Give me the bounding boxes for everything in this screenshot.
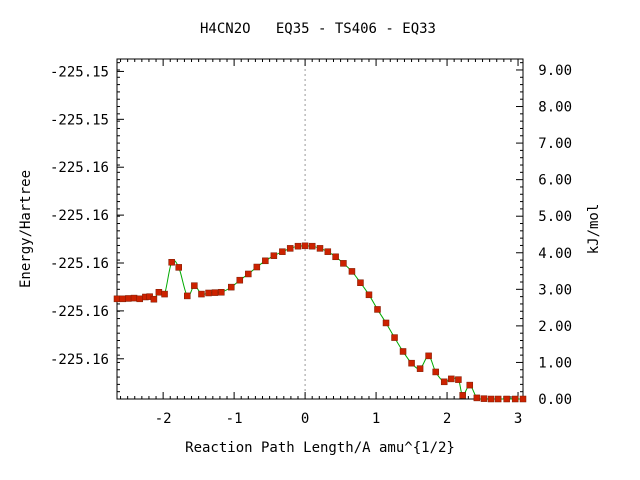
data-point [168, 259, 175, 266]
data-point [301, 242, 309, 250]
data-point [348, 268, 356, 275]
data-point [150, 295, 158, 303]
data-point [175, 264, 183, 271]
data-point [440, 378, 448, 386]
x-tick-label: -1 [226, 411, 243, 427]
data-point [191, 282, 198, 289]
data-point [511, 395, 519, 403]
y-left-tick-label: -225.16 [50, 352, 109, 368]
x-tick-label: 0 [301, 411, 309, 427]
y-right-tick-label: 4.00 [538, 246, 572, 262]
data-point [228, 283, 235, 291]
data-point [374, 306, 381, 313]
tick-layer [117, 59, 523, 400]
data-point [136, 295, 143, 303]
data-point [130, 294, 138, 302]
data-point [270, 252, 278, 259]
data-point [408, 359, 415, 367]
data-point [324, 248, 332, 255]
y-right-tick-label: 1.00 [538, 355, 572, 371]
data-point [519, 395, 527, 403]
data-point [480, 395, 488, 402]
plot-frame [116, 58, 524, 400]
data-point [205, 289, 212, 297]
y-left-tick-label: -225.16 [50, 160, 109, 176]
data-point [487, 395, 495, 403]
data-point [279, 248, 286, 255]
data-point [119, 295, 126, 303]
data-point [503, 395, 510, 403]
point-layer [113, 242, 527, 403]
data-point [308, 242, 316, 250]
data-point [155, 288, 163, 296]
data-point [432, 368, 439, 376]
y-left-tick-label: -225.16 [50, 256, 109, 272]
data-point [262, 257, 269, 265]
chart-title: H4CN2O EQ35 - TS406 - EQ33 [200, 21, 436, 37]
data-point [211, 289, 219, 296]
data-point [332, 253, 339, 261]
y-right-tick-label: 5.00 [538, 209, 572, 225]
x-tick-label: 2 [443, 411, 451, 427]
y-right-tick-label: 3.00 [538, 282, 572, 298]
data-point [494, 395, 502, 403]
y-left-tick-label: -225.16 [50, 208, 109, 224]
data-point [218, 288, 225, 296]
data-point [382, 319, 390, 327]
data-point [198, 290, 205, 298]
y-left-tick-label: -225.16 [50, 304, 109, 320]
y-right-tick-label: 2.00 [538, 319, 572, 335]
data-point [236, 276, 244, 284]
data-point [416, 365, 424, 372]
y-right-tick-label: 8.00 [538, 100, 572, 116]
data-point [184, 292, 191, 300]
data-point [294, 242, 302, 250]
data-point [286, 245, 294, 252]
data-point [399, 348, 407, 355]
y-left-tick-label: -225.15 [50, 112, 109, 128]
y-left-tick-label: -225.15 [50, 64, 109, 80]
data-point [125, 295, 132, 302]
x-tick-label: 1 [372, 411, 380, 427]
y-axis-label-left: Energy/Hartree [18, 170, 34, 288]
y-right-tick-label: 9.00 [538, 63, 572, 79]
data-point [340, 260, 347, 267]
data-point [391, 334, 398, 341]
data-point [245, 270, 252, 278]
x-tick-label: 3 [514, 411, 522, 427]
data-point [316, 245, 324, 252]
data-point [253, 263, 261, 271]
data-point [425, 352, 432, 360]
data-point [365, 291, 373, 299]
data-point [459, 392, 466, 399]
y-right-tick-label: 0.00 [538, 392, 572, 408]
x-tick-label: -2 [155, 411, 172, 427]
y-axis-label-right: kJ/mol [586, 204, 602, 255]
x-axis-label: Reaction Path Length/A amu^{1/2} [185, 440, 455, 456]
y-right-tick-label: 7.00 [538, 136, 572, 152]
y-right-tick-label: 6.00 [538, 173, 572, 189]
data-point [455, 376, 462, 383]
data-point [113, 295, 121, 303]
data-point [448, 375, 455, 383]
data-point [473, 394, 481, 402]
tick-label-layer: -2 -1 0 1 2 3 -225.15 -225.15 -225.16 -225.16 -225… [50, 63, 572, 427]
data-point [466, 381, 474, 389]
data-point [161, 290, 168, 298]
data-point [357, 279, 364, 286]
